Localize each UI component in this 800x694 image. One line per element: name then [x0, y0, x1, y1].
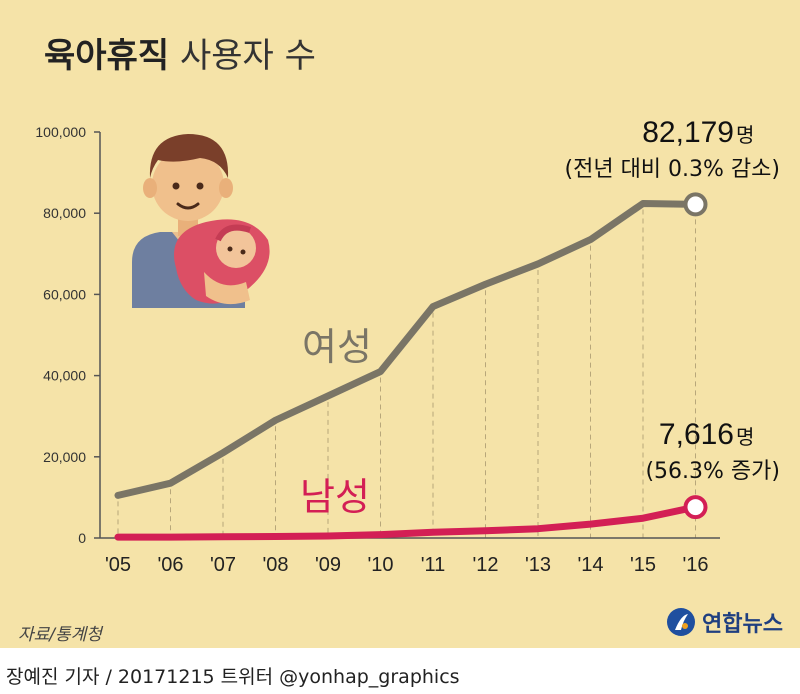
end-marker-0: [683, 192, 708, 217]
x-tick-label: '11: [421, 554, 446, 576]
y-tick-label: 60,000: [43, 286, 86, 302]
x-tick-label: '13: [525, 554, 551, 576]
x-tick-label: '07: [210, 554, 236, 576]
end-marker-1: [683, 495, 708, 520]
yonhap-logo-icon: [667, 608, 695, 636]
series-lines: [114, 192, 708, 541]
grid-lines: [117, 209, 696, 538]
x-tick-label: '16: [682, 554, 708, 576]
source-note: 자료/통계청: [18, 625, 102, 645]
y-tick-label: 0: [78, 530, 86, 546]
x-tick-label: '08: [262, 554, 288, 576]
x-tick-label: '12: [472, 554, 498, 576]
y-tick-label: 20,000: [43, 449, 86, 465]
value-unit-0: 명: [736, 123, 754, 147]
y-tick-label: 100,000: [35, 124, 86, 140]
change-note-0: (전년 대비 0.3% 감소): [565, 157, 780, 182]
y-tick-label: 40,000: [43, 368, 86, 384]
series-label-0: 여성: [302, 325, 372, 369]
y-axis: 0 20,000 40,000 60,000 80,000 100,000: [35, 124, 101, 546]
byline: 장예진 기자 / 20171215 트위터 @yonhap_graphics: [6, 666, 460, 688]
logo-text: 연합뉴스: [702, 612, 783, 637]
series-line-0: [114, 199, 699, 499]
x-tick-label: '06: [157, 554, 183, 576]
change-note-1: (56.3% 증가): [645, 459, 780, 484]
x-tick-label: '05: [105, 554, 131, 576]
value-label-0: 82,179: [642, 116, 734, 149]
x-tick-label: '09: [315, 554, 341, 576]
title-light: 사용자 수: [179, 36, 316, 76]
x-tick-label: '14: [577, 554, 603, 576]
yonhap-logo: 연합뉴스: [666, 604, 783, 640]
value-unit-1: 명: [736, 425, 754, 449]
y-tick-label: 80,000: [43, 205, 86, 221]
x-axis: '05 '06 '07 '08 '09 '10 '11 '12 '13 '14 '15 '16: [100, 537, 720, 576]
parent-with-baby-icon: [132, 134, 270, 308]
x-tick-label: '15: [630, 554, 656, 576]
title-bold: 육아휴직: [44, 36, 170, 76]
chart-title: 육아휴직 사용자 수: [44, 28, 316, 77]
series-label-1: 남성: [300, 475, 370, 519]
series-line-1: [114, 503, 699, 541]
x-tick-label: '10: [367, 554, 393, 576]
value-label-1: 7,616: [659, 418, 734, 451]
